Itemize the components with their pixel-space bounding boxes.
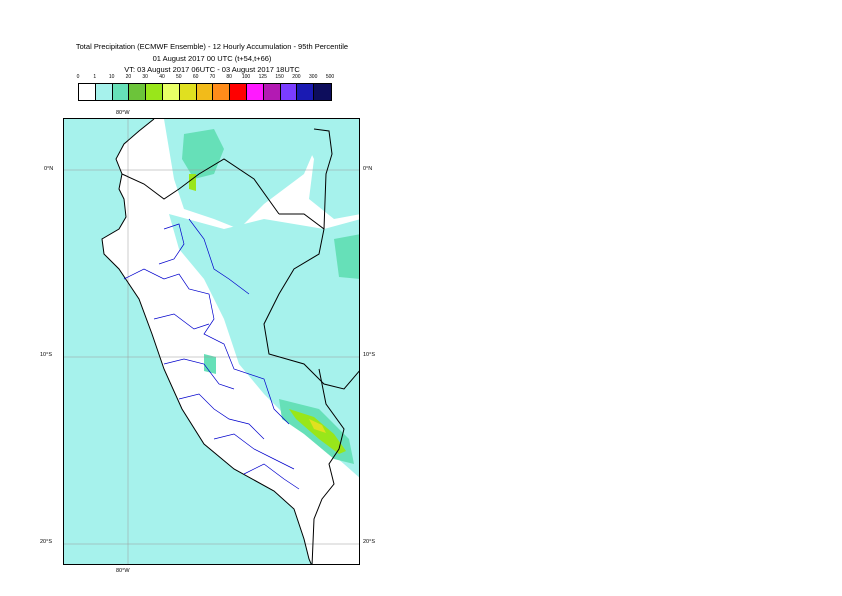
lat-label-right: 0°N xyxy=(363,166,373,172)
border-peru-colombia-brazil xyxy=(263,213,359,390)
precip-light-east xyxy=(294,119,359,219)
legend-threshold-label: 300 xyxy=(309,74,318,80)
legend-threshold-label: 70 xyxy=(209,74,216,80)
legend-color-box xyxy=(280,84,298,100)
legend-threshold-label: 125 xyxy=(258,74,267,80)
border-ecuador-peru xyxy=(121,158,280,215)
legend-threshold-label: 10 xyxy=(108,74,115,80)
legend-color-box xyxy=(95,84,113,100)
lat-label-left: 20°S xyxy=(40,539,52,545)
lat-label-right: 20°S xyxy=(363,539,375,545)
legend-threshold-label: 1 xyxy=(93,74,97,80)
legend-threshold-label: 500 xyxy=(325,74,335,80)
legend-threshold-label: 0 xyxy=(76,74,80,80)
legend-threshold-label: 30 xyxy=(142,74,148,80)
legend-threshold-label: 150 xyxy=(275,74,284,80)
precipitation-map xyxy=(63,118,360,565)
legend-color-box xyxy=(230,84,247,100)
legend-color-box xyxy=(246,84,264,100)
coastline xyxy=(101,119,312,564)
precip-moderate-patch xyxy=(204,354,216,374)
legend-color-box xyxy=(196,84,214,100)
legend-color-box xyxy=(112,84,130,100)
legend-color-box xyxy=(263,84,281,100)
lat-label-left: 10°S xyxy=(40,352,52,358)
legend-threshold-label: 50 xyxy=(176,74,182,80)
border-colombia-brazil xyxy=(313,128,333,230)
precip-heavy-patch xyxy=(189,174,196,191)
legend-color-box xyxy=(213,84,231,100)
legend-threshold-label: 20 xyxy=(125,74,132,80)
lat-label-left: 0°N xyxy=(44,166,54,172)
legend-threshold-label: 60 xyxy=(192,74,199,80)
lon-label-top: 80°W xyxy=(116,110,130,116)
legend-color-box xyxy=(314,84,331,100)
map-canvas xyxy=(64,119,359,564)
precip-moderate-patch xyxy=(334,234,359,279)
legend-color-box xyxy=(79,84,96,100)
legend-threshold-label: 40 xyxy=(159,74,165,80)
legend-threshold-label: 100 xyxy=(241,74,251,80)
region-borders xyxy=(123,218,300,490)
legend-color-box xyxy=(129,84,147,100)
legend-color-box xyxy=(146,84,163,100)
legend-threshold-label: 80 xyxy=(226,74,232,80)
precip-moderate-patch xyxy=(182,129,224,179)
valid-time-subtitle: VT: 03 August 2017 06UTC - 03 August 201… xyxy=(124,65,300,74)
legend-color-box xyxy=(162,84,180,100)
lat-label-right: 10°S xyxy=(363,352,375,358)
precipitation-color-legend xyxy=(78,83,332,101)
legend-threshold-labels: 0 1 10 20 30 40 50 60 70 80 100 125 150 200 300 500 xyxy=(70,74,360,84)
lon-label-bottom: 80°W xyxy=(116,568,130,574)
base-time-subtitle: 01 August 2017 00 UTC (t+54,t+66) xyxy=(152,54,272,63)
map-title: Total Precipitation (ECMWF Ensemble) - 1… xyxy=(75,42,349,51)
precip-peak-patch xyxy=(309,419,326,433)
legend-color-box xyxy=(179,84,197,100)
legend-threshold-label: 200 xyxy=(292,74,301,80)
precip-heavy-patch xyxy=(289,409,346,454)
legend-color-box xyxy=(297,84,315,100)
border-peru-bolivia xyxy=(311,368,345,564)
